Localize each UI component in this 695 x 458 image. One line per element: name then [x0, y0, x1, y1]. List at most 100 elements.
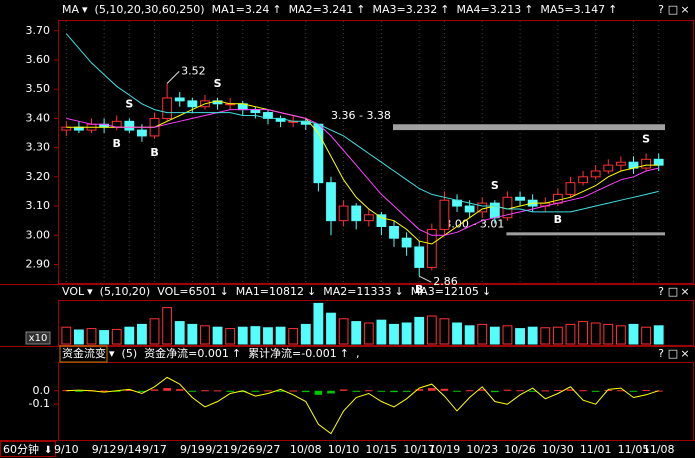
- sell-signal: S: [214, 77, 222, 90]
- readout-arrow: ↑: [524, 3, 533, 16]
- volume-bar: [326, 312, 336, 345]
- buy-signal: B: [150, 146, 158, 159]
- window-button[interactable]: ?: [658, 285, 664, 298]
- volume-bar: [590, 322, 601, 345]
- x-tick-label: 9/12: [92, 443, 117, 456]
- volume-bar: [187, 323, 198, 345]
- buy-signal: B: [415, 283, 423, 296]
- volume-bar: [338, 318, 349, 345]
- flow-bar: [528, 390, 537, 392]
- flow-bar: [617, 390, 625, 392]
- flow-bar: [251, 390, 260, 392]
- flow-bar: [289, 390, 297, 392]
- indicator-name[interactable]: VOL: [62, 285, 85, 298]
- flow-bar: [541, 390, 550, 392]
- window-button[interactable]: □: [668, 285, 678, 298]
- readout-arrow: ↓: [482, 285, 491, 298]
- annotation-leader: [166, 70, 180, 84]
- flow-bar: [566, 389, 575, 391]
- volume-bar: [111, 328, 122, 345]
- window-button[interactable]: □: [668, 3, 678, 16]
- volume-bar: [527, 326, 538, 345]
- readout-arrow: ↑: [232, 347, 241, 360]
- y-tick-label: 3.20: [26, 170, 51, 183]
- candle-body: [137, 129, 147, 137]
- window-button[interactable]: ?: [658, 3, 664, 16]
- volume-bar: [351, 321, 362, 345]
- y-tick-label: -0.1: [29, 397, 50, 410]
- window-button[interactable]: ×: [680, 285, 689, 298]
- y-tick-label: 3.70: [26, 24, 51, 37]
- scale-label: x10: [29, 333, 48, 344]
- x-tick-label: 11/08: [643, 443, 675, 456]
- sell-signal: S: [491, 179, 499, 192]
- readout-arrow: ↑: [440, 3, 449, 16]
- indicator-menu[interactable]: ▾: [87, 285, 93, 298]
- window-button[interactable]: □: [668, 347, 678, 360]
- volume-bar: [414, 316, 425, 345]
- flow-bar: [188, 390, 197, 392]
- readout: 资金净流=0.001: [144, 346, 229, 360]
- window-button[interactable]: ?: [658, 347, 664, 360]
- flow-bar: [238, 390, 247, 393]
- flow-bar: [138, 390, 146, 392]
- volume-bar: [250, 326, 261, 345]
- candle-body: [326, 182, 336, 222]
- period-label[interactable]: 60分钟: [3, 442, 39, 456]
- x-tick-label: 9/14: [117, 443, 142, 456]
- candle-body: [174, 97, 185, 102]
- candle-body: [565, 182, 576, 195]
- scale-box: [25, 331, 51, 345]
- flow-bar: [491, 390, 499, 393]
- indicator-name[interactable]: 资金流变: [62, 346, 106, 360]
- volume-bar: [149, 318, 160, 345]
- y-tick-label: 3.50: [26, 82, 51, 95]
- y-tick-label: 3.60: [26, 53, 51, 66]
- buy-signal: B: [113, 137, 121, 150]
- volume-bar: [162, 307, 173, 345]
- flow-bar: [465, 390, 474, 392]
- volume-bar: [300, 323, 311, 345]
- volume-bar: [389, 323, 399, 345]
- volume-bar: [515, 328, 525, 345]
- volume-frame: [58, 300, 694, 346]
- volume-bar: [212, 326, 223, 345]
- flow-bar: [352, 390, 360, 392]
- readout: MA4=3.213: [456, 3, 521, 16]
- readout-arrow: ↑: [340, 347, 349, 360]
- indicator-menu[interactable]: ▾: [109, 347, 115, 360]
- candle-body: [615, 161, 626, 166]
- window-button[interactable]: ×: [680, 347, 689, 360]
- volume-bar: [653, 325, 664, 345]
- volume-bar: [502, 325, 513, 345]
- readout-arrow: ↑: [272, 3, 281, 16]
- volume-bar: [275, 326, 286, 345]
- volume-bar: [73, 329, 84, 345]
- period-box[interactable]: [0, 441, 56, 457]
- readout: MA2=3.241: [289, 3, 354, 16]
- indicator-menu[interactable]: ▾: [82, 3, 88, 16]
- flow-bar: [428, 388, 436, 391]
- flow-bar: [226, 390, 234, 392]
- volume-bar: [237, 326, 248, 345]
- candle-body: [414, 246, 425, 268]
- x-tick-label: 10/15: [366, 443, 398, 456]
- candle-body: [603, 164, 614, 172]
- period-menu[interactable]: ⬇: [44, 445, 52, 456]
- indicator-params: (5,10,20): [100, 285, 151, 298]
- indicator-name[interactable]: MA: [62, 3, 79, 16]
- y-tick-label: 3.40: [26, 111, 51, 124]
- volume-bar: [426, 315, 437, 345]
- flow-bar: [125, 389, 134, 391]
- indicator-params: (5,10,20,30,60,250): [95, 3, 205, 16]
- indicator-box[interactable]: [59, 345, 108, 363]
- window-button[interactable]: ×: [680, 3, 689, 16]
- candle-body: [489, 202, 500, 219]
- flow-bar: [516, 390, 524, 392]
- volume-bar: [452, 322, 462, 345]
- flow-bar: [150, 389, 159, 391]
- flow-bar: [415, 389, 423, 391]
- x-tick-label: 10/08: [290, 443, 322, 456]
- readout-arrow: ↑: [356, 3, 365, 16]
